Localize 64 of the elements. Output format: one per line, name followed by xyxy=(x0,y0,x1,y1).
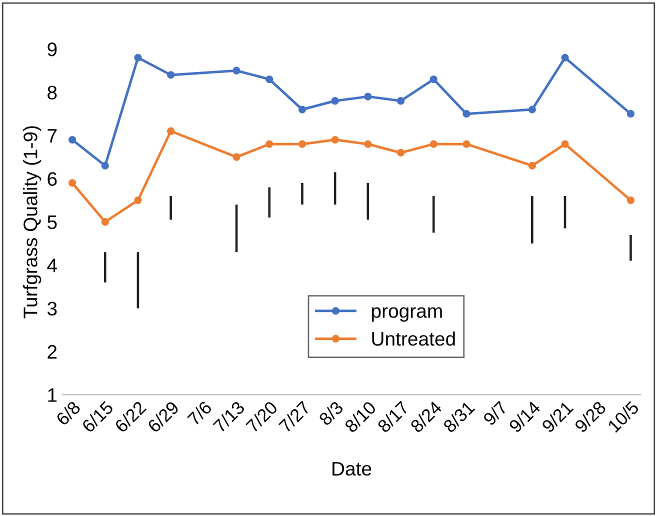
x-tick-label: 9/28 xyxy=(574,400,607,434)
x-tick-label: 9/7 xyxy=(482,400,508,426)
y-tick-label: 3 xyxy=(47,302,57,316)
point xyxy=(396,148,405,157)
point xyxy=(626,110,635,118)
point xyxy=(462,110,470,118)
x-tick-label: 6/15 xyxy=(80,400,114,434)
bar xyxy=(432,196,435,233)
point xyxy=(331,136,339,144)
bar xyxy=(268,187,271,218)
point xyxy=(232,153,240,161)
x-tick-label: 6/29 xyxy=(146,400,180,434)
y-tick-label: 9 xyxy=(48,42,57,56)
point xyxy=(298,106,306,114)
x-tick-label: 7/20 xyxy=(245,400,278,434)
bar xyxy=(104,252,106,282)
point xyxy=(430,140,438,148)
point xyxy=(266,75,274,84)
bar xyxy=(531,196,534,244)
y-tick-label: 6 xyxy=(48,172,57,186)
bar xyxy=(301,182,304,205)
x-tick-label: 9/21 xyxy=(540,400,574,434)
x-tick-label: 8/10 xyxy=(344,400,377,434)
point xyxy=(396,97,405,105)
bar xyxy=(170,196,172,220)
x-tick-label: 6/22 xyxy=(114,400,147,434)
point xyxy=(134,196,142,204)
point xyxy=(101,162,109,170)
point xyxy=(68,179,76,187)
x-tick-label: 8/3 xyxy=(318,400,344,426)
point xyxy=(528,162,536,170)
point xyxy=(626,196,635,204)
x-tick-label: 7/6 xyxy=(186,400,212,426)
point xyxy=(364,92,372,100)
y-axis-title: Turfgrass Quality (1-9) xyxy=(23,126,42,318)
point xyxy=(298,140,306,148)
x-tick-label: 7/13 xyxy=(212,400,246,434)
x-tick-label: 8/31 xyxy=(442,400,476,434)
legend-label: Untreated xyxy=(372,331,455,346)
point xyxy=(134,54,142,62)
y-tick-label: 1 xyxy=(48,388,57,402)
y-tick-label: 8 xyxy=(48,86,57,100)
point xyxy=(430,75,438,84)
y-tick-label: 4 xyxy=(47,258,57,272)
point xyxy=(232,66,240,74)
x-tick-label: 9/14 xyxy=(508,400,542,434)
point xyxy=(167,127,175,135)
point xyxy=(561,54,569,62)
point xyxy=(462,140,470,148)
legend-label: program xyxy=(372,307,442,322)
bar xyxy=(630,234,632,261)
point xyxy=(364,140,372,148)
point xyxy=(266,140,274,148)
x-axis-title: Date xyxy=(332,462,372,476)
point xyxy=(528,106,536,114)
point xyxy=(167,71,175,79)
y-tick-label: 2 xyxy=(48,344,57,359)
point xyxy=(68,136,76,144)
point xyxy=(331,97,339,105)
point xyxy=(561,140,569,148)
y-tick-label: 5 xyxy=(48,216,57,230)
point xyxy=(101,218,109,226)
y-tick-label: 7 xyxy=(48,129,57,142)
x-tick-label: 8/24 xyxy=(409,400,443,434)
